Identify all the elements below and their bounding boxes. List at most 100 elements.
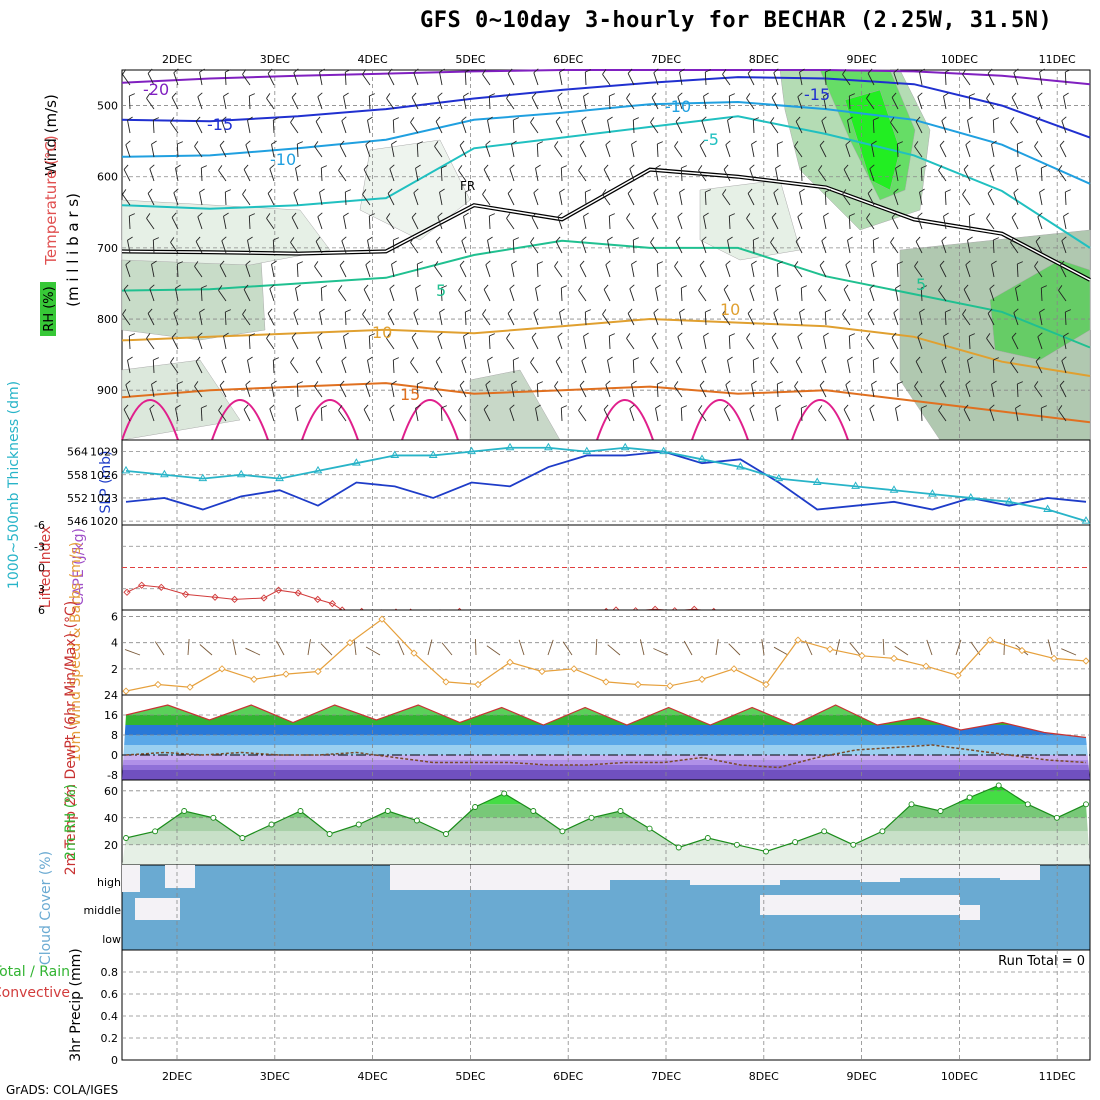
rh-point (210, 814, 217, 821)
precip-panel: 3hr Precip (mm) Total / Rain Convective … (0, 948, 1091, 1067)
wind-barb-flag (559, 68, 565, 73)
wind-barb-flag (890, 357, 895, 363)
wind-barb-flag (391, 140, 397, 145)
contour-label: -15 (804, 85, 830, 104)
wind-barb-flag (921, 405, 927, 409)
wind-barb-flag (315, 356, 321, 362)
wind-speed-point (666, 682, 674, 690)
wind-barb-flag (219, 380, 225, 386)
wind-barb-flag (271, 380, 277, 385)
slp-line (125, 450, 1087, 511)
wind-barb-flag (727, 236, 733, 241)
wind-barb (319, 312, 323, 326)
wind-barb (271, 384, 275, 398)
10m-wind-barb (715, 639, 719, 656)
wind-barb (728, 215, 731, 230)
wind-barb (248, 335, 251, 350)
wind-barb (533, 312, 539, 326)
wind-barb (170, 122, 179, 134)
wind-barb (944, 311, 947, 326)
wind-barb-flag (797, 212, 803, 218)
wind-barb (367, 360, 371, 374)
wind-barb (891, 337, 899, 350)
10m-wind-barb (320, 643, 333, 656)
wind-speed-point (154, 680, 162, 689)
wind-speed-point (570, 665, 578, 673)
wind-barb (1034, 266, 1043, 278)
wind-barb-flag (146, 93, 151, 99)
wind-barb (651, 337, 659, 350)
wind-barb (1039, 192, 1043, 206)
contour-label: FR (460, 179, 475, 193)
wind-barb-flag (627, 68, 633, 74)
wind-barb-flag (122, 189, 127, 195)
wind-speed-point (346, 639, 354, 647)
wind-barb (703, 216, 707, 230)
cloud-clear-region (780, 865, 860, 880)
wind-barb (271, 264, 275, 278)
y-tick-label: -8 (107, 769, 118, 782)
wind-barb-flag (314, 141, 319, 147)
wind-barb (962, 194, 971, 206)
wind-barb-flag (173, 68, 179, 74)
rh-point (1083, 801, 1089, 808)
wind-barb-flag (655, 284, 661, 289)
10m-wind-barb (835, 639, 841, 656)
wind-barb-flag (387, 68, 393, 74)
y-tick-label: 0.6 (101, 988, 119, 1001)
y-tick-label: 4 (111, 637, 118, 650)
wind-barb (746, 98, 755, 110)
wind-barb-flag (701, 356, 707, 362)
thickness-point (928, 489, 937, 497)
wind-barb (415, 288, 419, 302)
wind-barb (559, 192, 563, 206)
wind-barb-flag (674, 261, 679, 267)
wind-barb (962, 314, 971, 326)
wind-barb-flag (485, 140, 491, 146)
rh-axis-label: RH (%) (42, 286, 57, 331)
wind-barb (608, 335, 611, 350)
10m-wind-barb (245, 647, 261, 656)
x-tick-label: 5DEC (455, 1070, 485, 1083)
wind-barb-flag (607, 116, 613, 121)
wind-barb (224, 191, 227, 206)
wind-barb-flag (701, 116, 707, 122)
wind-barb (512, 119, 515, 134)
wind-barb-flag (269, 164, 275, 170)
lifted-index-point (138, 581, 146, 589)
wind-barb (315, 241, 323, 254)
wind-barb (989, 408, 995, 422)
wind-barb-flag (173, 188, 179, 194)
wind-barb-flag (345, 189, 351, 193)
wind-barb (1035, 361, 1043, 374)
10m-wind-barb (547, 639, 554, 656)
wind-barb (242, 194, 251, 206)
wind-barb (1010, 362, 1019, 374)
isotherm-20 (301, 399, 359, 441)
wind-barb-flag (993, 357, 999, 361)
wind-barb-flag (221, 356, 227, 362)
wind-barb (752, 239, 755, 254)
wind-barb-flag (199, 308, 205, 313)
wind-barb (461, 240, 467, 254)
x-tick-label: 8DEC (749, 1070, 779, 1083)
wind-barb-flag (391, 260, 397, 265)
wind-barb-flag (751, 260, 757, 265)
wind-barb-flag (439, 308, 445, 313)
wind-barb-flag (195, 236, 201, 242)
isotherm--10 (121, 100, 1091, 185)
wind-barb-flag (722, 309, 727, 315)
wind-barb (629, 408, 635, 422)
wind-barb-flag (799, 308, 805, 313)
y-tick-label: 546 (67, 515, 88, 528)
wind-barb (653, 72, 659, 86)
lifted-index-point (230, 595, 239, 604)
wind-barb (247, 240, 251, 254)
wind-barb-flag (943, 92, 949, 97)
wind-barb-flag (365, 380, 371, 386)
wind-barb-flag (579, 380, 585, 386)
thickness-point (1081, 516, 1091, 524)
wind-barb (701, 240, 707, 254)
thickness-point (544, 442, 553, 451)
wind-barb-flag (991, 140, 997, 145)
